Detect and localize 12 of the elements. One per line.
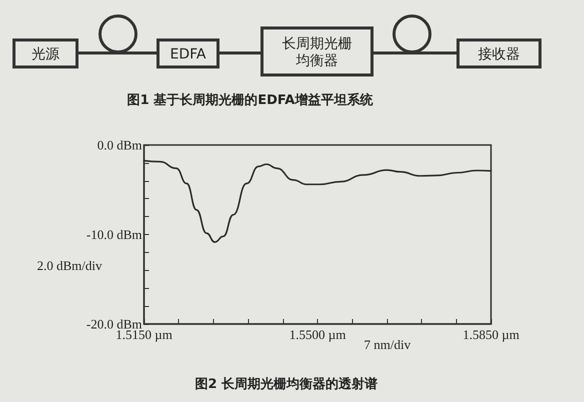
text: 接收器	[478, 46, 520, 62]
x-tick-label: 1.5850 µm	[462, 327, 520, 342]
text: 2.0 dBm/div	[37, 258, 103, 273]
x-tick-label: 1.5500 µm	[289, 327, 346, 342]
text: EDFA	[170, 46, 206, 62]
text: 长周期光栅均衡器	[282, 36, 352, 69]
text: 光源	[32, 46, 60, 62]
text: 7 nm/div	[364, 337, 412, 352]
y-tick-label: 0.0 dBm	[97, 138, 142, 152]
y-tick-label: -10.0 dBm	[86, 227, 142, 242]
text: 图2 长周期光栅均衡器的透射谱	[195, 376, 378, 392]
text: 图1 基于长周期光栅的EDFA增益平坦系统	[127, 92, 374, 108]
